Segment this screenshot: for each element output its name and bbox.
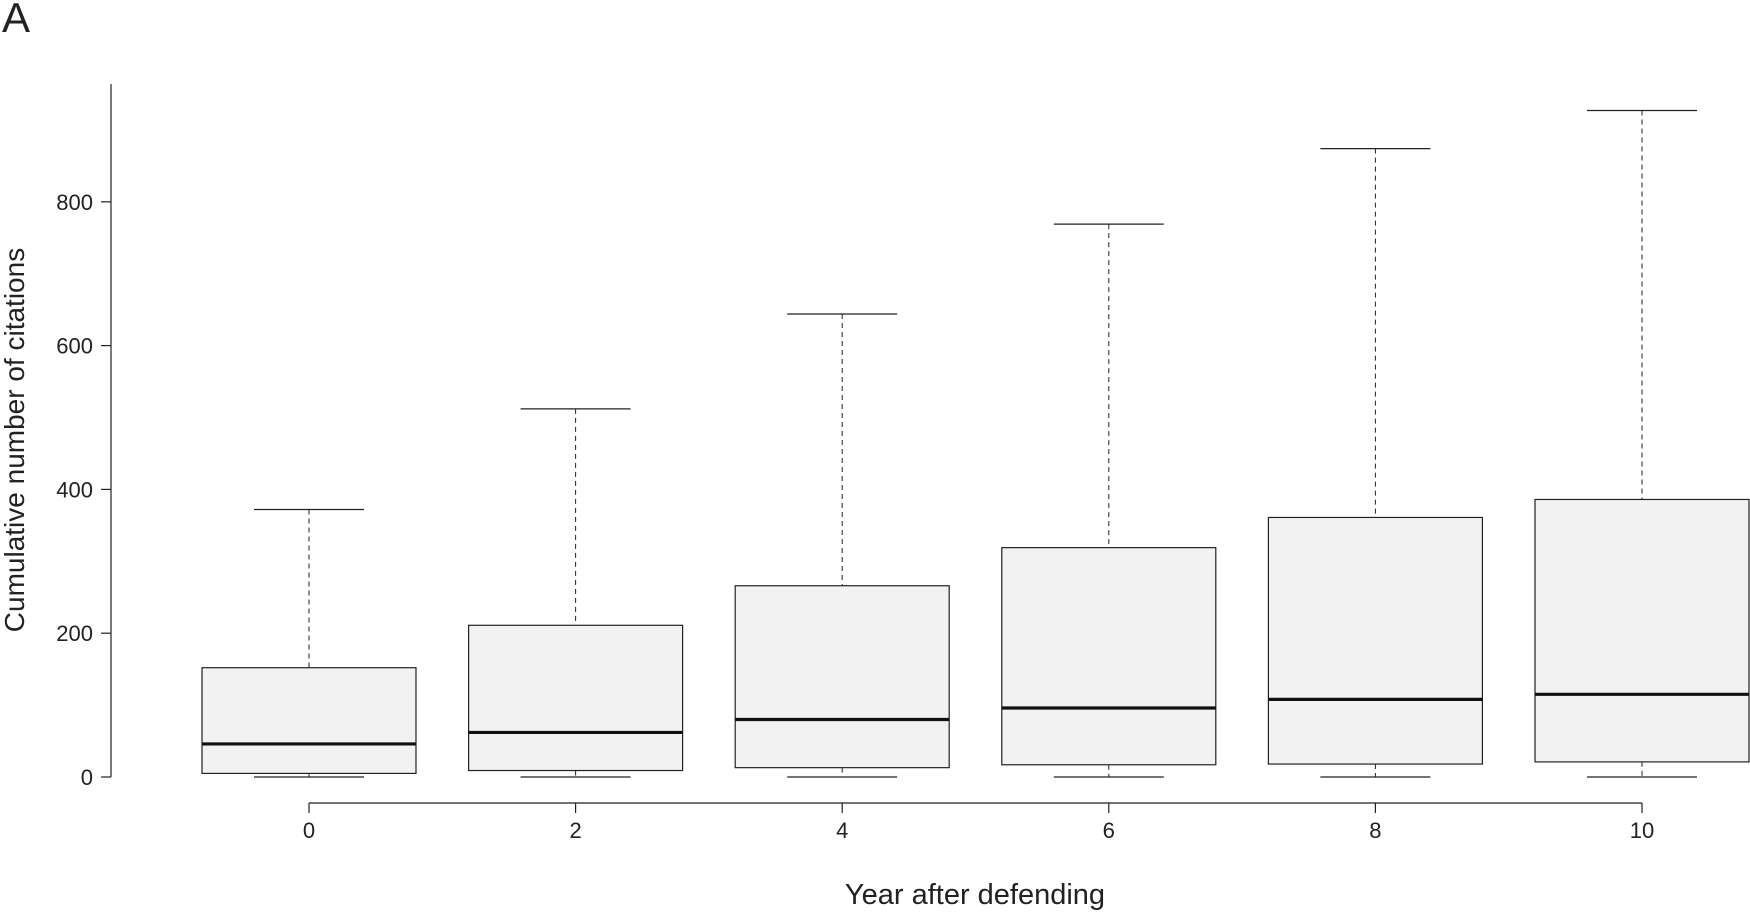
box-iqr: [201, 667, 417, 775]
boxes-group: [201, 109, 1750, 778]
y-tick-label: 200: [56, 621, 93, 646]
box-item: [734, 313, 950, 778]
panel-label: A: [2, 0, 31, 41]
x-axis: 0 2 4 6 8 10: [303, 802, 1654, 843]
y-axis-label: Cumulative number of citations: [0, 248, 30, 632]
x-tick-label: 0: [303, 818, 315, 843]
box-iqr: [1267, 516, 1484, 765]
box-iqr: [1534, 498, 1750, 763]
box-item: [1267, 147, 1484, 778]
x-tick-label: 2: [569, 818, 581, 843]
box-item: [1001, 223, 1217, 778]
x-tick-label: 4: [836, 818, 848, 843]
box-iqr: [734, 585, 950, 769]
x-tick-label: 6: [1103, 818, 1115, 843]
box-iqr: [468, 624, 684, 772]
x-tick-label: 8: [1369, 818, 1381, 843]
box-item: [201, 508, 417, 778]
y-tick-label: 800: [56, 190, 93, 215]
x-axis-label: Year after defending: [845, 879, 1105, 911]
y-tick-label: 400: [56, 477, 93, 502]
x-tick-label: 10: [1630, 818, 1654, 843]
box-item: [468, 408, 684, 778]
box-iqr: [1001, 547, 1217, 766]
box-item: [1534, 109, 1750, 778]
y-tick-label: 0: [81, 765, 93, 790]
y-axis: 0 200 400 600 800: [56, 84, 112, 790]
y-tick-label: 600: [56, 334, 93, 359]
